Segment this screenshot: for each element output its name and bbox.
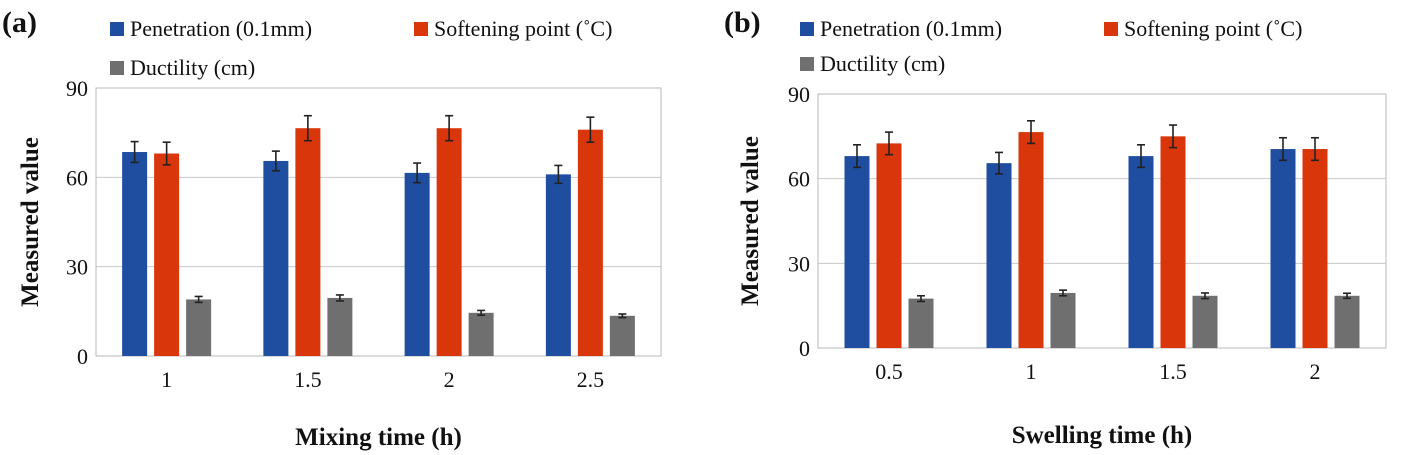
y-tick-label: 60 xyxy=(788,167,810,192)
bar xyxy=(186,299,212,356)
y-tick-label: 90 xyxy=(66,76,88,101)
bar xyxy=(436,128,462,356)
bar xyxy=(327,297,353,356)
bar xyxy=(844,156,870,348)
x-tick-label: 1 xyxy=(1026,359,1037,384)
bar xyxy=(577,129,603,356)
x-tick-label: 1.5 xyxy=(294,367,322,392)
panel-b: (b) Penetration (0.1mm) Softening point (˚… xyxy=(724,6,1387,449)
bar xyxy=(263,160,289,356)
x-tick-label: 0.5 xyxy=(875,359,903,384)
legend-swatch xyxy=(1104,22,1118,36)
x-tick-label: 1 xyxy=(161,367,172,392)
bar xyxy=(1128,156,1154,348)
legend-label: Softening point (˚C) xyxy=(434,16,612,41)
bar xyxy=(1302,149,1328,348)
bar xyxy=(404,172,430,356)
legend-label: Ductility (cm) xyxy=(820,51,945,76)
x-tick-label: 2.5 xyxy=(577,367,605,392)
bar xyxy=(122,152,148,356)
legend-swatch xyxy=(800,57,814,71)
bar xyxy=(908,298,934,348)
x-tick-label: 2 xyxy=(444,367,455,392)
plot-frame xyxy=(817,93,1387,349)
x-tick-label: 2 xyxy=(1310,359,1321,384)
legend-swatch xyxy=(110,61,124,75)
legend-swatch xyxy=(110,22,124,36)
bar xyxy=(154,153,180,356)
panel-a: (a) Penetration (0.1mm) Softening point (˚… xyxy=(2,6,662,451)
y-tick-label: 0 xyxy=(77,344,88,369)
bar xyxy=(295,128,321,356)
legend-label: Softening point (˚C) xyxy=(1124,16,1302,41)
bar xyxy=(1050,292,1076,348)
legend-swatch xyxy=(800,22,814,36)
y-tick-label: 0 xyxy=(799,336,810,361)
x-axis-title: Swelling time (h) xyxy=(1012,422,1193,449)
y-tick-label: 90 xyxy=(788,82,810,107)
legend-label: Penetration (0.1mm) xyxy=(130,16,312,41)
y-tick-label: 30 xyxy=(788,251,810,276)
bar xyxy=(1160,136,1186,348)
bar xyxy=(468,312,494,356)
bar xyxy=(986,163,1012,348)
x-tick-label: 1.5 xyxy=(1159,359,1187,384)
y-tick-label: 60 xyxy=(66,165,88,190)
bar xyxy=(1270,149,1296,348)
bar xyxy=(1192,295,1218,348)
bar xyxy=(545,174,571,356)
x-axis-title: Mixing time (h) xyxy=(295,424,462,451)
bar xyxy=(1334,295,1360,348)
bar xyxy=(1018,132,1044,348)
y-tick-label: 30 xyxy=(66,255,88,280)
y-axis-title: Measured value xyxy=(737,136,764,306)
panel-label: (b) xyxy=(724,6,761,39)
plot-frame xyxy=(95,87,662,357)
bar xyxy=(609,315,635,356)
legend-label: Penetration (0.1mm) xyxy=(820,16,1002,41)
y-axis-title: Measured value xyxy=(17,137,44,307)
bar xyxy=(876,143,902,348)
legend-swatch xyxy=(414,22,428,36)
legend-label: Ductility (cm) xyxy=(130,55,255,80)
panel-label: (a) xyxy=(2,6,37,39)
